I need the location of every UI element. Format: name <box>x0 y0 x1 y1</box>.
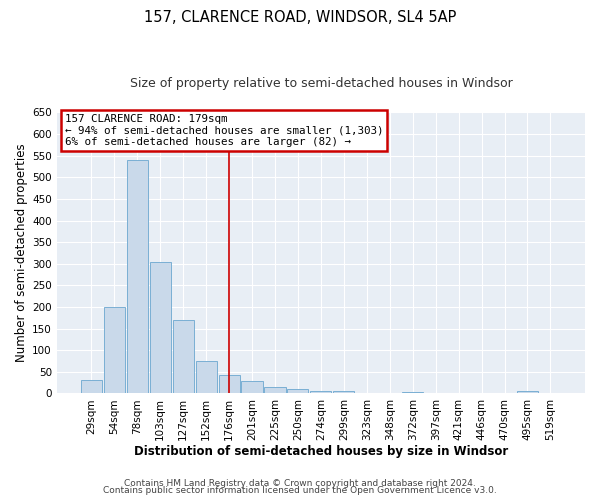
Bar <box>149 262 171 394</box>
Text: 157, CLARENCE ROAD, WINDSOR, SL4 5AP: 157, CLARENCE ROAD, WINDSOR, SL4 5AP <box>144 10 456 25</box>
X-axis label: Distribution of semi-detached houses by size in Windsor: Distribution of semi-detached houses by … <box>134 444 508 458</box>
Bar <box>517 391 538 394</box>
Bar <box>173 320 194 394</box>
Title: Size of property relative to semi-detached houses in Windsor: Size of property relative to semi-detach… <box>130 78 512 90</box>
Y-axis label: Number of semi-detached properties: Number of semi-detached properties <box>15 144 28 362</box>
Bar <box>333 391 355 394</box>
Bar <box>196 361 217 394</box>
Bar <box>241 381 263 394</box>
Bar <box>310 391 331 394</box>
Bar <box>402 392 423 394</box>
Bar <box>104 307 125 394</box>
Bar <box>127 160 148 394</box>
Bar <box>218 375 239 394</box>
Bar <box>81 380 102 394</box>
Text: Contains HM Land Registry data © Crown copyright and database right 2024.: Contains HM Land Registry data © Crown c… <box>124 478 476 488</box>
Bar <box>265 387 286 394</box>
Text: Contains public sector information licensed under the Open Government Licence v3: Contains public sector information licen… <box>103 486 497 495</box>
Bar <box>287 389 308 394</box>
Text: 157 CLARENCE ROAD: 179sqm
← 94% of semi-detached houses are smaller (1,303)
6% o: 157 CLARENCE ROAD: 179sqm ← 94% of semi-… <box>65 114 383 147</box>
